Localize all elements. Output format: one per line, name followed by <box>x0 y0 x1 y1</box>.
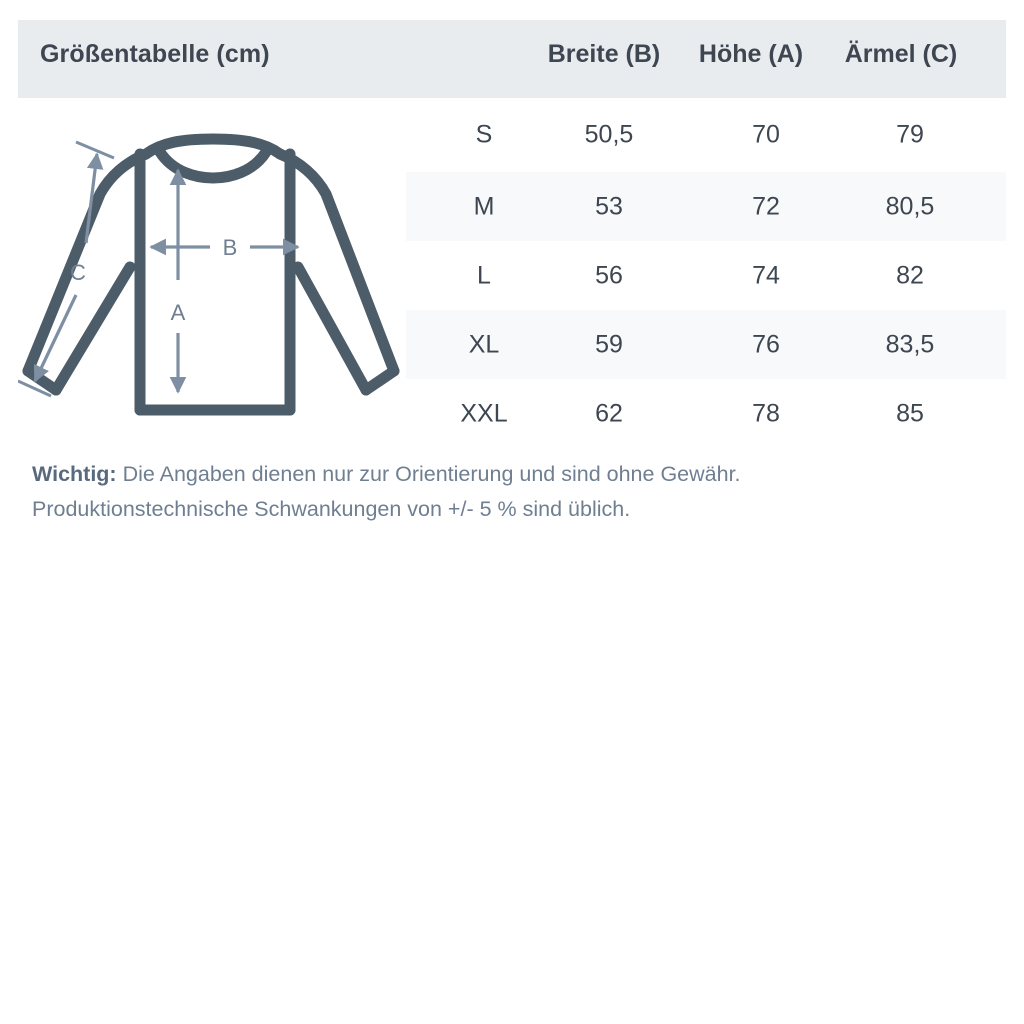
table-row: S 50,5 70 79 <box>406 100 1006 169</box>
shirt-measurement-svg: A B C <box>17 133 400 416</box>
cell-hoehe: 78 <box>752 399 780 427</box>
cell-breite: 59 <box>595 330 623 358</box>
cell-breite: 53 <box>595 192 623 220</box>
cell-aermel: 82 <box>896 261 924 289</box>
table-header-band <box>18 20 1006 98</box>
cell-hoehe: 72 <box>752 192 780 220</box>
cell-size: S <box>475 120 493 148</box>
footnote-line2: Produktionstechnische Schwankungen von +… <box>32 497 631 521</box>
cell-aermel: 85 <box>896 399 924 427</box>
footnote-line1: Die Angaben dienen nur zur Orientierung … <box>116 462 741 486</box>
cell-hoehe: 76 <box>752 330 780 358</box>
measure-label-a: A <box>171 300 186 325</box>
footnote: Wichtig: Die Angaben dienen nur zur Orie… <box>32 457 992 527</box>
cell-size: M <box>473 192 495 220</box>
page-title: Größentabelle (cm) <box>40 40 270 68</box>
table-row: L 56 74 82 <box>406 241 1006 310</box>
table-row: XL 59 76 83,5 <box>406 310 1006 379</box>
long-sleeve-shirt-icon <box>22 133 400 416</box>
measure-label-c: C <box>70 260 86 285</box>
cell-hoehe: 74 <box>752 261 780 289</box>
cell-aermel: 80,5 <box>885 192 935 220</box>
garment-diagram: A B C <box>17 128 408 433</box>
measure-label-b: B <box>223 235 238 260</box>
cell-size: XXL <box>460 399 508 427</box>
column-header-breite: Breite (B) <box>547 40 661 68</box>
column-header-hoehe: Höhe (A) <box>698 40 804 68</box>
measure-arrow-sleeve-c: C <box>17 140 115 398</box>
measure-arrow-width-b: B <box>149 235 300 260</box>
column-header-aermel: Ärmel (C) <box>844 40 958 68</box>
cell-aermel: 83,5 <box>885 330 935 358</box>
cell-aermel: 79 <box>896 120 924 148</box>
cell-breite: 50,5 <box>584 120 634 148</box>
table-row: M 53 72 80,5 <box>406 172 1006 241</box>
table-row: XXL 62 78 85 <box>406 379 1006 448</box>
measure-arrow-height-a: A <box>169 168 187 394</box>
cell-breite: 62 <box>595 399 623 427</box>
cell-breite: 56 <box>595 261 623 289</box>
cell-size: XL <box>468 330 500 358</box>
cell-hoehe: 70 <box>752 120 780 148</box>
cell-size: L <box>477 261 491 289</box>
footnote-emphasis: Wichtig: <box>32 462 117 486</box>
